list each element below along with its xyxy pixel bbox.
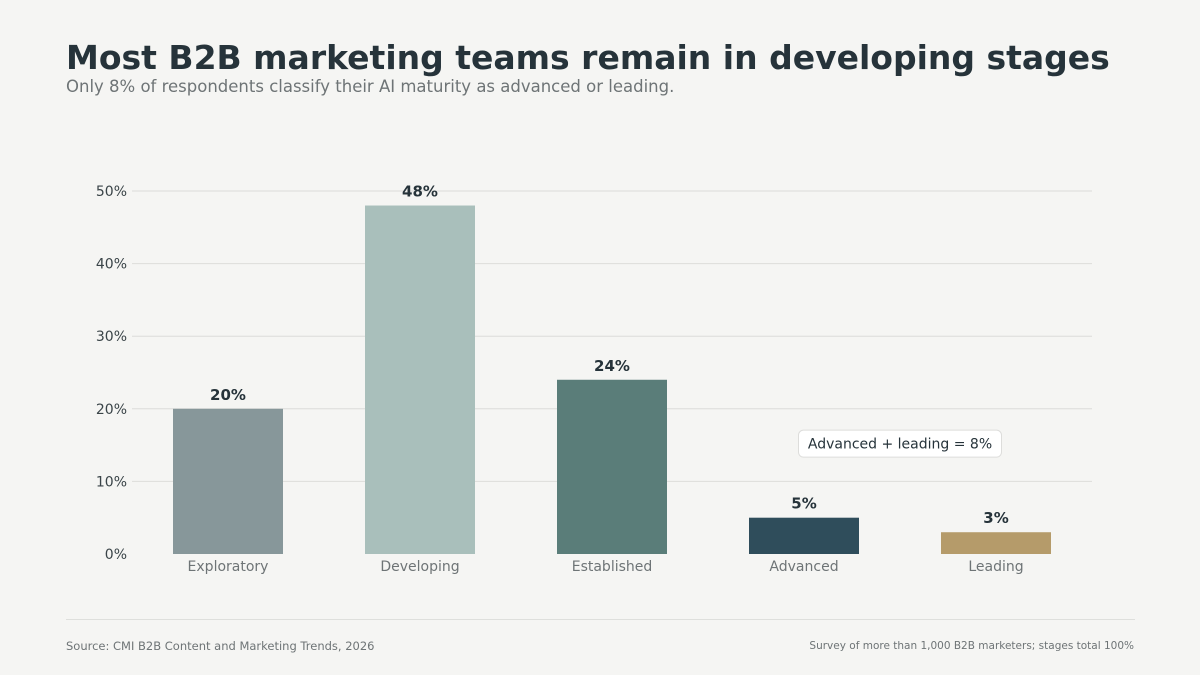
bar — [173, 408, 283, 554]
bar — [365, 205, 475, 554]
data-label: 48% — [402, 183, 438, 201]
data-label: 24% — [594, 357, 630, 375]
y-tick-label: 10% — [96, 474, 127, 490]
survey-note: Survey of more than 1,000 B2B marketers;… — [809, 640, 1134, 652]
x-tick-label: Established — [572, 559, 653, 575]
x-tick-label: Developing — [380, 559, 459, 575]
bar — [941, 532, 1051, 554]
page-subtitle: Only 8% of respondents classify their AI… — [66, 77, 675, 96]
source-note: Source: CMI B2B Content and Marketing Tr… — [66, 639, 375, 653]
data-label: 5% — [791, 495, 816, 513]
y-tick-label: 0% — [105, 547, 127, 563]
data-label: 20% — [210, 386, 246, 404]
annotation-text: Advanced + leading = 8% — [808, 437, 992, 453]
page-title: Most B2B marketing teams remain in devel… — [66, 38, 1110, 77]
bar — [749, 517, 859, 554]
x-tick-label: Advanced — [769, 559, 838, 575]
y-tick-label: 20% — [96, 402, 127, 418]
y-tick-label: 30% — [96, 329, 127, 345]
x-tick-label: Leading — [968, 559, 1023, 575]
footer-divider — [66, 619, 1135, 620]
bar — [557, 379, 667, 554]
x-tick-label: Exploratory — [188, 559, 269, 575]
y-tick-label: 50% — [96, 184, 127, 200]
y-tick-label: 40% — [96, 257, 127, 273]
annotation-box — [798, 429, 1002, 458]
data-label: 3% — [983, 509, 1008, 527]
